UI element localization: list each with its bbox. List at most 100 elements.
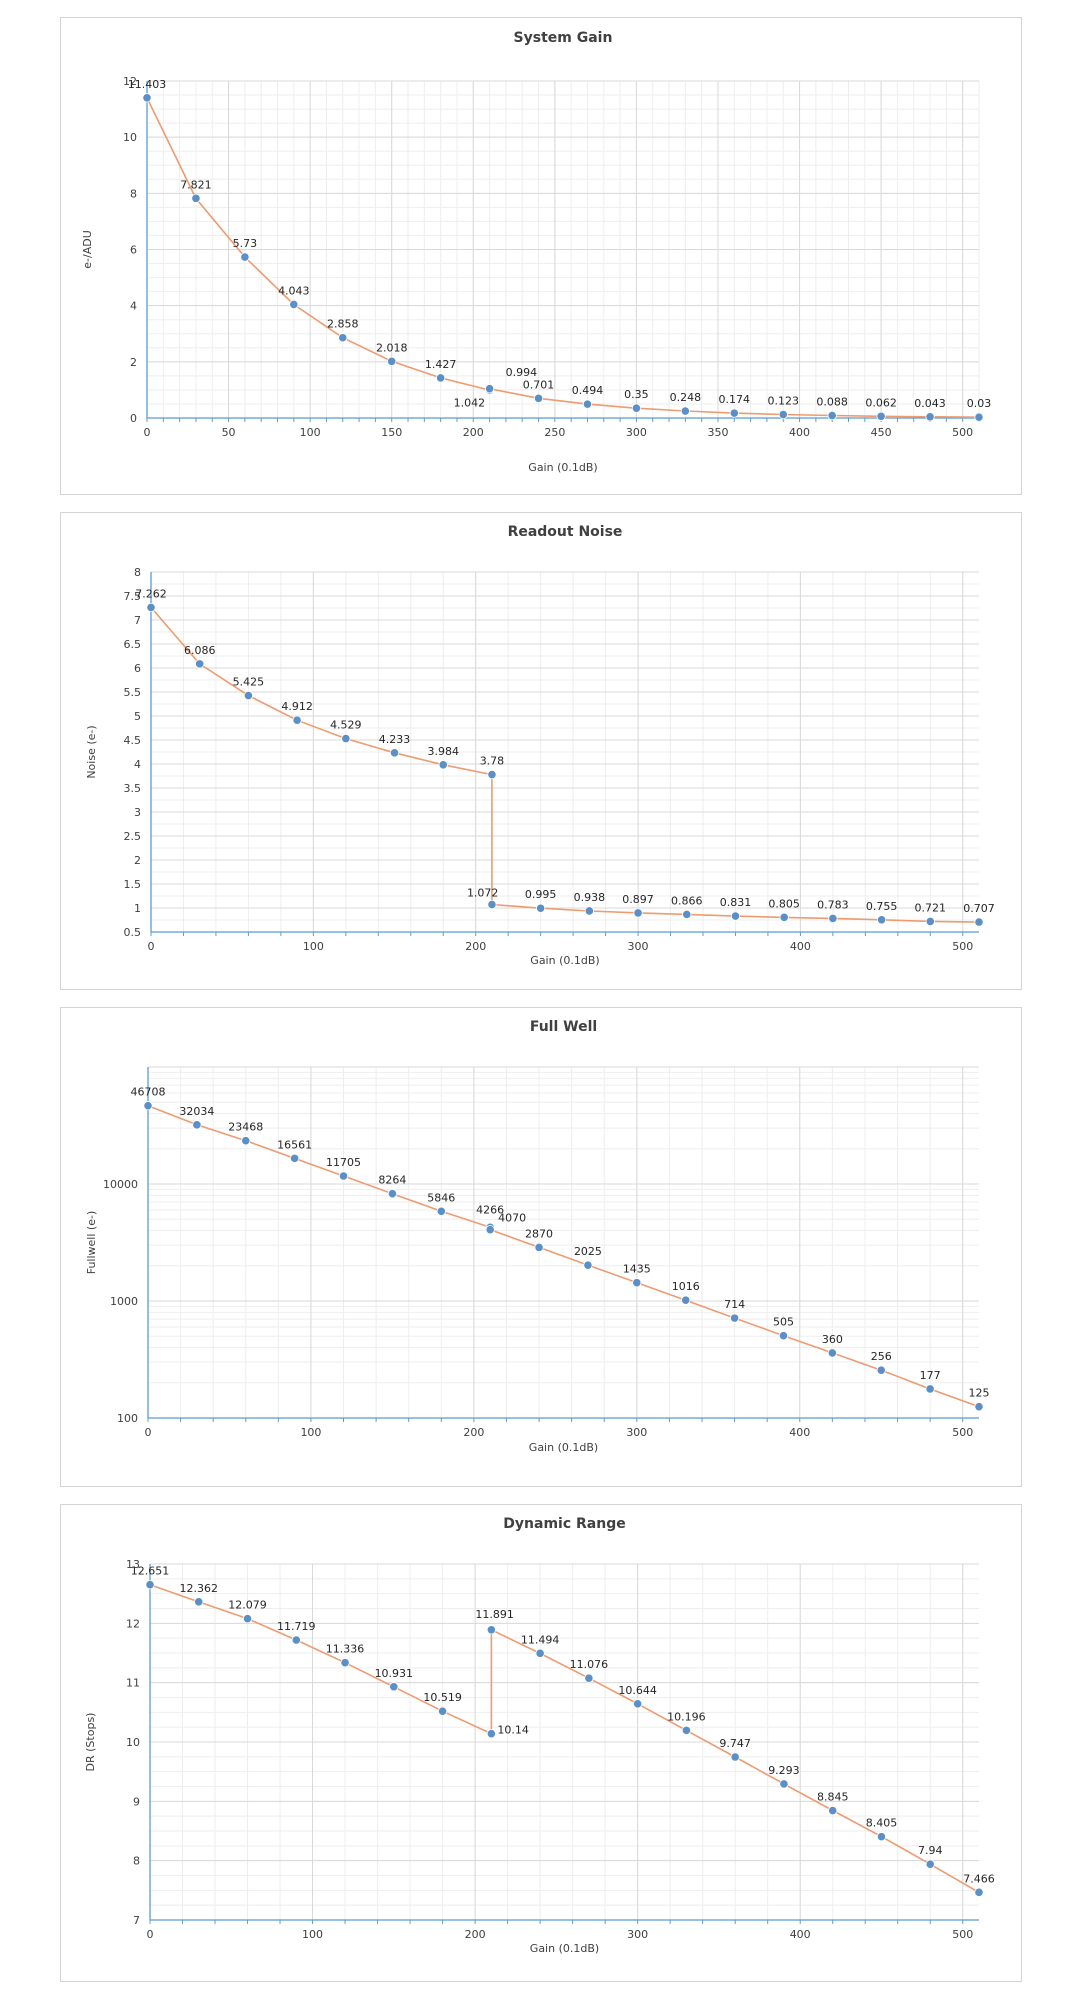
data-point	[486, 1625, 496, 1635]
data-point	[533, 393, 544, 403]
y-tick-label: 0.5	[124, 926, 142, 939]
data-point	[340, 1658, 350, 1668]
data-point	[143, 1101, 153, 1111]
data-point	[387, 1189, 398, 1199]
data-point	[192, 1120, 202, 1130]
data-point	[631, 403, 642, 413]
data-label: 125	[969, 1387, 990, 1400]
chart-dynamic-range: Dynamic Range 0 100 200 300 400 500 7 8 9 10 11 12 13…	[84, 1516, 995, 1955]
data-point	[292, 715, 302, 725]
data-point	[779, 1779, 789, 1789]
x-tick-label: 200	[465, 1928, 486, 1941]
y-axis-title: DR (Stops)	[84, 1713, 97, 1772]
x-tick-label: 0	[148, 940, 155, 953]
data-point	[633, 1699, 643, 1709]
data-point	[925, 1384, 935, 1394]
x-tick-label: 200	[463, 1426, 484, 1439]
data-point	[338, 1171, 349, 1181]
data-label: 2.018	[376, 341, 408, 354]
y-axis-title: e-/ADU	[81, 230, 94, 269]
y-tick-label: 2.5	[124, 830, 142, 843]
x-tick-label: 350	[707, 426, 728, 439]
data-label: 177	[920, 1369, 941, 1382]
data-point	[486, 1729, 496, 1739]
x-tick-label: 250	[544, 426, 565, 439]
data-point	[584, 1673, 594, 1683]
data-point	[828, 913, 838, 924]
data-label: 0.03	[967, 397, 992, 410]
chart-panel-system-gain: System Gain 0 50 100 150 200 250 300 350 400 450 50…	[60, 17, 1022, 495]
data-label: 5.73	[233, 237, 258, 250]
y-tick-label: 4	[134, 758, 141, 771]
chart-readout-noise: Readout Noise 0 100 200 300 400 500 0.5 1 1.5 2 2.5…	[85, 524, 995, 967]
data-label: 5.425	[233, 676, 264, 689]
data-label: 4266	[476, 1203, 504, 1216]
chart-title: Full Well	[530, 1019, 597, 1035]
x-axis-title: Gain (0.1dB)	[528, 461, 597, 474]
data-label: 0.062	[865, 396, 897, 409]
x-tick-label: 300	[626, 1426, 647, 1439]
data-label: 10.14	[497, 1724, 528, 1737]
x-tick-label: 200	[463, 426, 484, 439]
data-label: 10.644	[618, 1684, 657, 1697]
data-label: 1.042	[454, 397, 486, 410]
data-point	[438, 760, 448, 770]
data-label: 11.336	[326, 1643, 365, 1656]
data-label: 0.995	[525, 888, 557, 901]
data-label: 6.086	[184, 644, 216, 657]
data-point	[778, 1331, 789, 1341]
data-label: 4.233	[379, 733, 411, 746]
x-tick-label: 400	[789, 1426, 810, 1439]
data-point	[485, 1225, 495, 1235]
data-point	[582, 399, 593, 409]
y-tick-label: 9	[133, 1795, 140, 1808]
data-point	[827, 410, 837, 421]
data-label: 2025	[574, 1245, 602, 1258]
y-tick-label: 1	[134, 902, 141, 915]
x-tick-label: 0	[147, 1928, 154, 1941]
data-point	[584, 906, 594, 916]
data-point	[778, 409, 788, 420]
data-point	[828, 1805, 838, 1816]
data-label: 7.821	[180, 178, 212, 191]
chart-panel-readout-noise: Readout Noise 0 100 200 300 400 500 0.5 1 1.5 2 2.5…	[60, 512, 1022, 990]
data-label: 0.494	[572, 384, 604, 397]
y-tick-label: 5	[134, 710, 141, 723]
x-tick-label: 300	[627, 1928, 648, 1941]
data-point	[729, 1313, 740, 1323]
data-label: 11.076	[570, 1658, 609, 1671]
y-tick-label: 5.5	[124, 686, 142, 699]
data-point	[876, 915, 887, 925]
grid	[150, 571, 979, 933]
x-tick-label: 100	[302, 1928, 323, 1941]
chart-title: Dynamic Range	[503, 1516, 625, 1532]
x-tick-label: 400	[789, 426, 810, 439]
data-label: 0.721	[915, 901, 947, 914]
series-line	[146, 97, 980, 418]
data-label: 9.747	[719, 1737, 751, 1750]
y-tick-label: 12	[123, 75, 137, 88]
data-point	[389, 1682, 399, 1692]
data-point	[240, 252, 250, 262]
y-tick-label: 0	[130, 412, 137, 425]
data-label: 360	[822, 1333, 843, 1346]
x-tick-label: 100	[303, 940, 324, 953]
data-point	[681, 1295, 691, 1305]
data-point	[146, 602, 156, 613]
data-point	[925, 916, 935, 926]
data-label: 0.35	[624, 388, 649, 401]
data-point	[194, 1597, 204, 1607]
data-point	[487, 899, 497, 910]
x-tick-label: 500	[952, 426, 973, 439]
x-tick-label: 300	[626, 426, 647, 439]
data-label: 11705	[326, 1156, 361, 1169]
data-label: 3.984	[427, 745, 459, 758]
data-label: 0.707	[963, 902, 995, 915]
x-tick-label: 100	[300, 426, 321, 439]
y-tick-label: 4.5	[124, 734, 142, 747]
data-point	[680, 406, 690, 416]
data-label: 10.196	[667, 1710, 706, 1723]
data-point	[535, 1648, 545, 1658]
data-point	[534, 1242, 544, 1253]
